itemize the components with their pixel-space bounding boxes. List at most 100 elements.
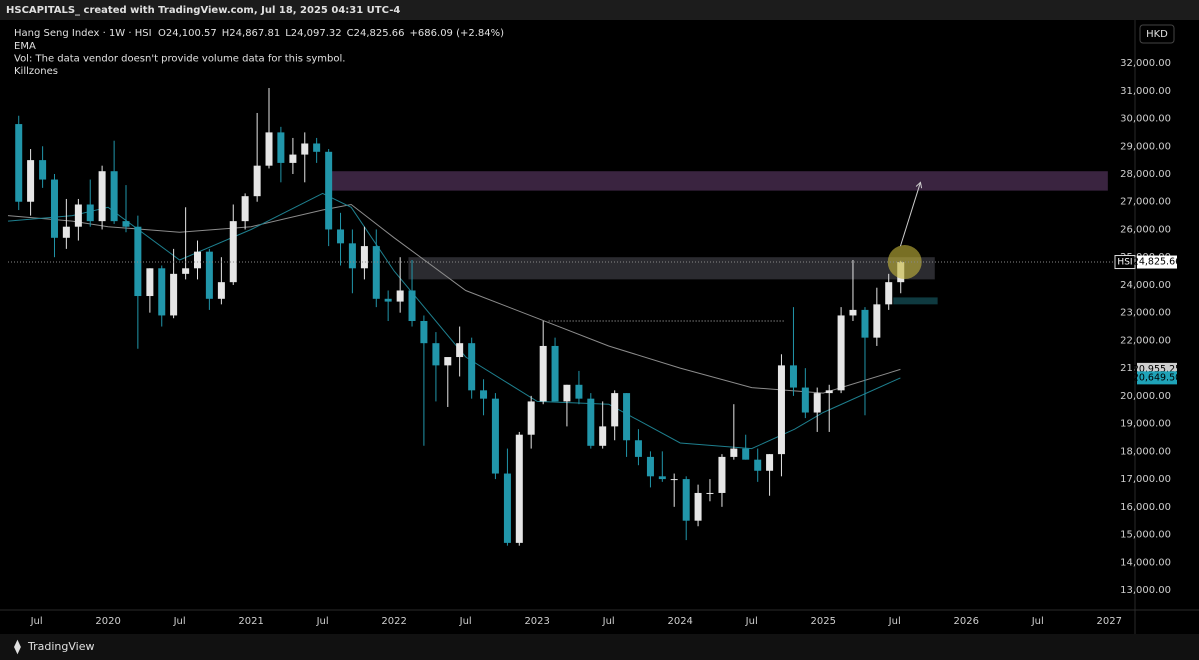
candle-body — [527, 401, 535, 435]
candle-body — [396, 290, 404, 302]
y-tick-label: 24,000.00 — [1120, 280, 1171, 291]
candle-body — [551, 345, 559, 402]
candle-body — [885, 282, 893, 305]
candle-body — [480, 390, 488, 399]
x-tick-label: 2021 — [238, 616, 263, 627]
candle-body — [658, 476, 666, 480]
ohlc-text: +686.09 (+2.84%) — [410, 28, 505, 39]
candle-body — [634, 440, 642, 457]
symbol-title: Hang Seng Index · 1W · HSI — [14, 28, 152, 39]
x-tick-label: 2020 — [95, 616, 120, 627]
tv-logo: ⧫ — [14, 639, 21, 655]
footer — [0, 634, 1199, 660]
candle-body — [217, 282, 225, 299]
x-tick-label: Jul — [1031, 616, 1044, 627]
candle-body — [575, 384, 583, 399]
x-tick-label: Jul — [745, 616, 758, 627]
candle-body — [98, 171, 106, 222]
candle-body — [718, 456, 726, 493]
candle-body — [182, 268, 190, 274]
ohlc-text: L24,097.32 — [285, 28, 341, 39]
symbol-tag — [1114, 255, 1136, 270]
brand: TradingView — [27, 640, 94, 653]
candle-body — [563, 384, 571, 402]
candle-body — [849, 309, 857, 316]
candle-body — [599, 426, 607, 446]
candle-body — [742, 448, 750, 460]
candle-body — [277, 132, 285, 163]
candle-body — [837, 315, 845, 391]
price-tag-text: 20,649.50 — [1133, 372, 1181, 383]
ohlc-text: C24,825.66 — [347, 28, 405, 39]
candle-body — [432, 343, 440, 366]
currency-button[interactable] — [1139, 24, 1175, 44]
y-tick-label: 16,000.00 — [1120, 502, 1171, 513]
x-tick-label: Jul — [316, 616, 329, 627]
highlight-circle — [887, 245, 922, 280]
y-tick-label: 13,000.00 — [1120, 585, 1171, 596]
top-bar — [0, 0, 1199, 20]
candle-body — [170, 273, 178, 316]
candle-body — [337, 229, 345, 244]
candle-body — [682, 479, 690, 521]
candle-body — [444, 357, 452, 366]
y-tick-label: 32,000.00 — [1120, 58, 1171, 69]
candle-body — [348, 243, 356, 269]
candle-body — [205, 251, 213, 299]
candle-body — [539, 345, 547, 402]
candle-body — [491, 398, 499, 474]
candle-body — [265, 132, 273, 166]
ema-line — [7, 192, 901, 450]
candle-body — [456, 343, 464, 358]
indicator-label: EMA — [14, 41, 36, 52]
y-tick-label: 17,000.00 — [1120, 474, 1171, 485]
zone — [893, 297, 938, 305]
candle-body — [646, 456, 654, 477]
y-tick-label: 23,000.00 — [1120, 308, 1171, 319]
price-tag — [1137, 371, 1177, 385]
indicator-label: Vol: The data vendor doesn't provide vol… — [14, 54, 345, 65]
candle-body — [623, 393, 631, 441]
candle-body — [110, 171, 118, 222]
y-tick-label: 22,000.00 — [1120, 335, 1171, 346]
y-tick-label: 18,000.00 — [1120, 446, 1171, 457]
candle-body — [384, 298, 392, 302]
candle-body — [789, 365, 797, 388]
y-tick-label: 31,000.00 — [1120, 86, 1171, 97]
candle-body — [158, 268, 166, 316]
candle-body — [611, 393, 619, 427]
candle-body — [873, 304, 881, 338]
candle-body — [241, 196, 249, 222]
candle-body — [313, 143, 321, 152]
indicator-label: Killzones — [14, 66, 58, 77]
price-tag — [1137, 255, 1177, 269]
candle-body — [670, 479, 678, 481]
price-tag-text: 24,825.66 — [1133, 257, 1181, 268]
zone — [408, 257, 935, 280]
currency[interactable]: HKD — [1146, 29, 1168, 40]
candle-body — [813, 393, 821, 413]
x-tick-label: Jul — [173, 616, 186, 627]
candle-body — [325, 151, 333, 230]
x-tick-label: 2025 — [810, 616, 835, 627]
candle-body — [372, 246, 380, 299]
candle-body — [694, 492, 702, 521]
candle-body — [408, 290, 416, 321]
candle-body — [253, 165, 261, 197]
y-tick-label: 14,000.00 — [1120, 557, 1171, 568]
candle-body — [587, 398, 595, 446]
candle-body — [766, 454, 774, 471]
arrow-line — [899, 182, 921, 247]
ohlc-text: H24,867.81 — [222, 28, 280, 39]
y-tick-label: 26,000.00 — [1120, 224, 1171, 235]
y-tick-label: 19,000.00 — [1120, 419, 1171, 430]
x-tick-label: 2027 — [1097, 616, 1122, 627]
candle-body — [777, 365, 785, 455]
candle-body — [146, 268, 154, 297]
candle-body — [301, 143, 309, 155]
candle-body — [468, 343, 476, 391]
candle-body — [730, 448, 738, 457]
candle-body — [289, 154, 297, 163]
